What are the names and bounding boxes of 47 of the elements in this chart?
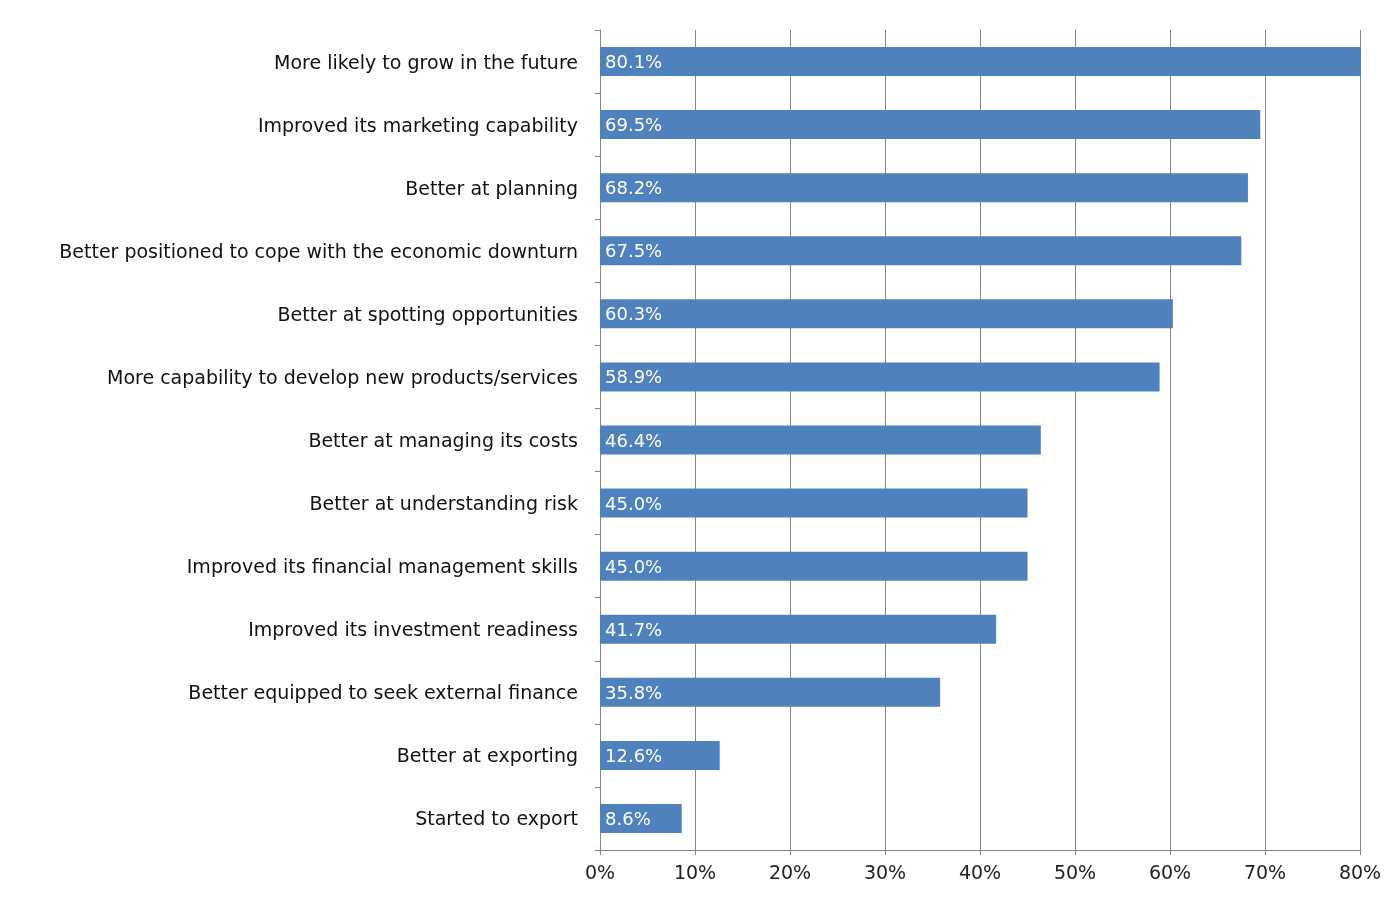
bar (600, 677, 941, 707)
data-label: 67.5% (605, 240, 663, 262)
data-label: 8.6% (605, 807, 651, 829)
y-tick-label: Better at planning (405, 176, 578, 199)
bar (600, 173, 1248, 203)
bar (600, 488, 1028, 518)
bar (600, 236, 1242, 266)
y-tick-label: Better at managing its costs (308, 429, 578, 451)
data-label: 80.1% (605, 51, 663, 73)
x-tick-label: 10% (673, 860, 717, 883)
bar (600, 614, 997, 644)
data-label: 41.7% (605, 618, 663, 640)
data-label: 60.3% (605, 303, 663, 325)
data-label: 12.6% (605, 744, 663, 766)
bar (600, 551, 1028, 581)
bar (600, 299, 1173, 329)
data-label: 35.8% (605, 681, 663, 703)
bar (600, 740, 720, 770)
y-tick-label: Improved its marketing capability (257, 113, 578, 136)
bar (600, 362, 1160, 392)
x-tick-label: 50% (1053, 860, 1097, 883)
y-tick-label: Better positioned to cope with the economic downturn (59, 239, 578, 262)
x-tick-label: 20% (768, 860, 812, 883)
y-tick-label: Better equipped to seek external finance (188, 681, 578, 704)
bar (600, 47, 1361, 77)
y-tick-label: More likely to grow in the future (274, 50, 578, 73)
x-tick-label: 0% (584, 860, 616, 883)
y-tick-label: Started to export (415, 807, 578, 830)
y-tick-label: Better at exporting (396, 744, 578, 767)
data-label: 69.5% (605, 114, 663, 136)
x-tick-label: 40% (958, 860, 1002, 883)
x-tick-label: 70% (1243, 860, 1287, 883)
data-label: 45.0% (605, 492, 663, 514)
y-tick-label: Better at understanding risk (309, 492, 578, 515)
y-tick-label: Better at spotting opportunities (277, 302, 578, 325)
x-tick-label: 30% (863, 860, 907, 883)
bar (600, 425, 1041, 455)
x-tick-label: 60% (1148, 860, 1192, 883)
y-tick-label: More capability to develop new products/services (106, 365, 578, 388)
data-label: 46.4% (605, 429, 663, 451)
data-label: 68.2% (605, 177, 663, 199)
y-tick-label: Improved its investment readiness (248, 618, 578, 641)
data-label: 45.0% (605, 555, 663, 577)
data-label: 58.9% (605, 366, 663, 388)
y-tick-label: Improved its financial management skills (186, 555, 578, 578)
bar (600, 110, 1261, 140)
x-tick-label: 80% (1338, 860, 1382, 883)
